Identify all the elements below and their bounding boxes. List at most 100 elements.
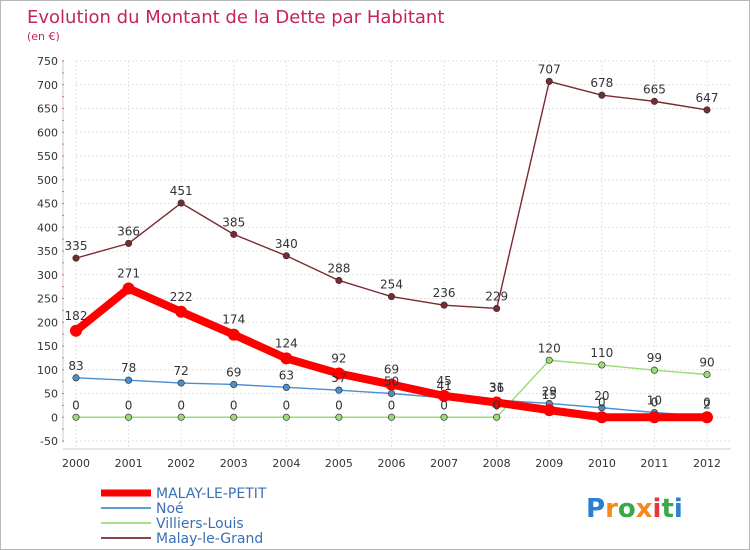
data-point xyxy=(440,301,448,309)
data-label: 92 xyxy=(331,352,346,366)
x-tick-label: 2007 xyxy=(430,457,458,470)
y-tick-label: 450 xyxy=(37,198,58,211)
data-label: 254 xyxy=(380,278,403,292)
data-label: 236 xyxy=(433,286,456,300)
x-tick-label: 2000 xyxy=(62,457,90,470)
data-label: 41 xyxy=(436,379,451,393)
logo-letter: i xyxy=(653,494,662,524)
y-tick-label: 350 xyxy=(37,245,58,258)
data-label: 0 xyxy=(72,398,80,412)
data-point xyxy=(493,304,501,313)
y-axis: -50 0 50 100 150 200 250 300 350 400 450 500 550 600 6… xyxy=(37,55,64,448)
data-point xyxy=(440,413,448,421)
data-label: 69 xyxy=(384,362,399,376)
data-point xyxy=(650,97,658,105)
data-point xyxy=(543,404,556,417)
data-point xyxy=(177,379,185,387)
data-label: 0 xyxy=(230,398,238,412)
data-label: 647 xyxy=(696,91,719,105)
data-label: 45 xyxy=(436,374,451,388)
x-tick-label: 2006 xyxy=(378,457,406,470)
series-3 xyxy=(72,77,711,313)
data-label: 0 xyxy=(283,398,291,412)
series-0 xyxy=(70,282,713,424)
data-label: 0 xyxy=(493,398,501,412)
data-point xyxy=(125,239,133,247)
data-point xyxy=(598,404,606,412)
data-label: 678 xyxy=(590,76,613,90)
data-point xyxy=(72,374,80,382)
data-point xyxy=(70,324,82,337)
data-point xyxy=(282,413,290,421)
y-tick-label: 400 xyxy=(37,221,58,234)
logo-letter: r xyxy=(605,494,618,524)
logo-letter: x xyxy=(636,494,653,524)
data-label: 78 xyxy=(121,361,136,375)
series-2 xyxy=(72,356,711,421)
data-label: 0 xyxy=(388,398,396,412)
logo-letter: i xyxy=(674,494,683,524)
data-point xyxy=(175,305,188,318)
proxiti-logo: Proxiti xyxy=(586,494,683,524)
y-tick-label: 300 xyxy=(37,269,58,282)
x-tick-label: 2003 xyxy=(220,457,248,470)
data-label: 0 xyxy=(177,398,185,412)
legend-label-1: Noé xyxy=(156,501,184,517)
legend-label-3: Malay-le-Grand xyxy=(156,531,263,547)
data-label: 0 xyxy=(598,395,606,409)
data-point xyxy=(545,77,553,85)
data-label: 665 xyxy=(643,82,666,96)
y-tick-label: 650 xyxy=(37,103,58,116)
data-label: 0 xyxy=(703,395,711,409)
grid xyxy=(75,60,731,449)
data-point xyxy=(490,396,503,409)
x-tick-label: 2009 xyxy=(535,457,563,470)
data-label: 0 xyxy=(125,398,133,412)
data-point xyxy=(703,370,711,379)
x-axis: 2000 2001 2002 2003 2004 2005 2006 2007 2008 2009… xyxy=(62,448,731,470)
data-point xyxy=(335,276,343,285)
x-tick-label: 2005 xyxy=(325,457,353,470)
x-tick-label: 2002 xyxy=(167,457,195,470)
data-label: 385 xyxy=(222,215,245,229)
data-point xyxy=(387,293,396,301)
data-point xyxy=(280,352,293,365)
chart-title: Evolution du Montant de la Dette par Hab… xyxy=(27,7,444,28)
data-point xyxy=(595,411,608,424)
data-label: 222 xyxy=(170,290,193,304)
data-point xyxy=(72,413,80,421)
data-label: 10 xyxy=(647,394,662,408)
data-point xyxy=(125,376,133,384)
data-point xyxy=(703,106,711,114)
data-point xyxy=(177,199,185,207)
y-tick-label: 100 xyxy=(37,364,58,377)
data-label: 50 xyxy=(384,375,399,389)
data-label: 182 xyxy=(65,309,88,323)
data-point xyxy=(598,361,606,369)
data-point xyxy=(230,413,238,421)
x-tick-label: 2001 xyxy=(115,457,143,470)
data-point xyxy=(335,386,343,394)
y-tick-label: 150 xyxy=(37,340,58,353)
data-label: 120 xyxy=(538,341,561,355)
legend-label-0: MALAY-LE-PETIT xyxy=(156,486,267,502)
data-label: 0 xyxy=(440,398,448,412)
y-tick-label: 50 xyxy=(44,388,58,401)
y-tick-label: -50 xyxy=(40,435,58,448)
data-label: 90 xyxy=(699,356,714,370)
data-label: 63 xyxy=(279,368,294,382)
data-point xyxy=(230,230,238,238)
data-label: 57 xyxy=(331,371,346,385)
data-label: 366 xyxy=(117,224,140,238)
data-label: 20 xyxy=(594,389,609,403)
data-label: 72 xyxy=(174,364,189,378)
data-label: 0 xyxy=(651,395,659,409)
y-tick-label: 550 xyxy=(37,150,58,163)
x-tick-label: 2011 xyxy=(640,457,668,470)
data-label: 99 xyxy=(647,351,662,365)
data-point xyxy=(387,413,396,421)
logo-letter: t xyxy=(661,494,673,524)
